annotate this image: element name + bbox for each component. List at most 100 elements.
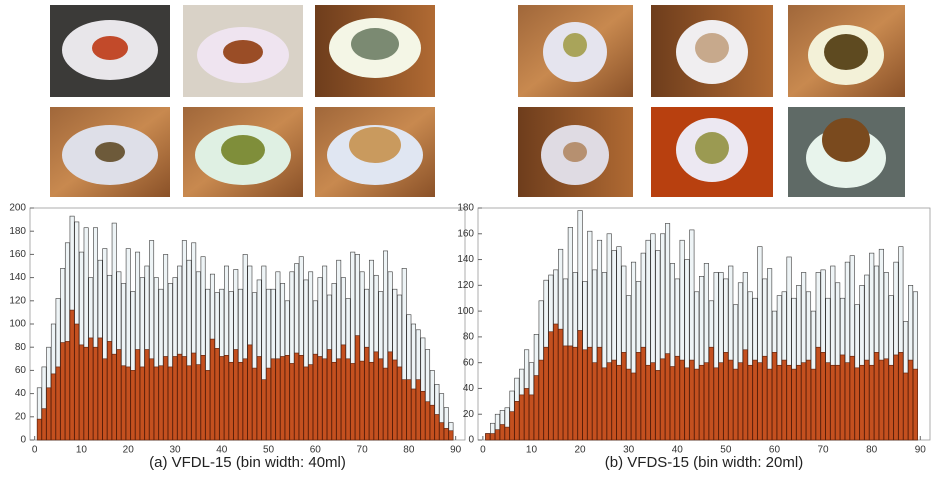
bar xyxy=(126,367,130,440)
bar xyxy=(280,356,284,440)
bar xyxy=(365,347,369,440)
bar xyxy=(332,362,336,440)
bar xyxy=(421,391,425,440)
x-tick-label: 20 xyxy=(575,445,587,456)
x-tick-label: 0 xyxy=(32,445,38,456)
bar xyxy=(563,346,567,440)
bar xyxy=(374,352,378,440)
bar xyxy=(131,370,135,440)
x-tick-label: 80 xyxy=(403,445,415,456)
bar xyxy=(243,359,247,440)
y-tick-label: 200 xyxy=(9,203,26,214)
bar xyxy=(651,363,655,440)
bar xyxy=(626,369,630,440)
bar xyxy=(680,360,684,440)
bar xyxy=(554,324,558,440)
bar xyxy=(425,402,429,440)
bar xyxy=(93,347,97,440)
bar xyxy=(187,366,191,440)
photo-grid xyxy=(50,5,905,197)
bar xyxy=(782,360,786,440)
bar xyxy=(70,310,74,440)
x-tick-label: 80 xyxy=(866,445,878,456)
bar xyxy=(845,363,849,440)
bar xyxy=(811,369,815,440)
bar xyxy=(103,359,107,440)
y-tick-label: 0 xyxy=(468,435,474,446)
bar xyxy=(210,339,214,440)
bar xyxy=(285,355,289,440)
bar xyxy=(145,350,149,440)
y-tick-label: 180 xyxy=(9,226,26,237)
bar xyxy=(379,359,383,440)
bar xyxy=(346,359,350,440)
bar xyxy=(636,352,640,440)
bar xyxy=(869,365,873,440)
bar xyxy=(495,430,499,440)
bar xyxy=(801,363,805,440)
bar xyxy=(505,427,509,440)
x-tick-label: 70 xyxy=(357,445,369,456)
bar xyxy=(874,352,878,440)
bar xyxy=(913,369,917,440)
bar xyxy=(607,363,611,440)
bar xyxy=(47,388,51,440)
bar xyxy=(573,347,577,440)
bar xyxy=(617,365,621,440)
bar xyxy=(75,324,79,440)
bar xyxy=(178,354,182,440)
bar xyxy=(690,360,694,440)
bar xyxy=(709,347,713,440)
x-tick-label: 90 xyxy=(450,445,462,456)
bar xyxy=(641,347,645,440)
bar xyxy=(549,332,553,440)
bar xyxy=(738,363,742,440)
bar xyxy=(889,365,893,440)
bar xyxy=(485,434,489,440)
bar xyxy=(758,363,762,440)
bar xyxy=(578,330,582,440)
x-tick-label: 70 xyxy=(818,445,830,456)
y-tick-label: 60 xyxy=(15,365,27,376)
bar xyxy=(865,360,869,440)
bar xyxy=(884,359,888,440)
bar xyxy=(903,373,907,440)
bar xyxy=(444,428,448,440)
bar xyxy=(248,345,252,440)
food xyxy=(95,142,125,162)
bar xyxy=(271,359,275,440)
bar xyxy=(112,354,116,440)
bar xyxy=(704,363,708,440)
y-tick-label: 120 xyxy=(457,280,474,291)
bar xyxy=(656,370,660,440)
bar xyxy=(831,365,835,440)
bar xyxy=(89,338,93,440)
bar xyxy=(308,365,312,440)
bar xyxy=(182,356,186,440)
bar xyxy=(860,365,864,440)
bar xyxy=(733,369,737,440)
food xyxy=(563,33,587,57)
bar xyxy=(855,368,859,440)
bar xyxy=(850,356,854,440)
bar xyxy=(266,368,270,440)
bar xyxy=(252,368,256,440)
bar xyxy=(675,356,679,440)
bar xyxy=(724,352,728,440)
bar xyxy=(154,367,158,440)
bar xyxy=(393,360,397,440)
y-tick-label: 140 xyxy=(9,272,26,283)
food xyxy=(223,40,263,64)
food xyxy=(695,33,729,63)
bar xyxy=(369,362,373,440)
bar xyxy=(257,356,261,440)
bar xyxy=(699,365,703,440)
bar xyxy=(767,369,771,440)
figure: 0204060801001201401601802000102030405060… xyxy=(0,0,935,477)
bar xyxy=(821,352,825,440)
bar xyxy=(121,366,125,440)
bar xyxy=(215,348,219,440)
bar xyxy=(201,355,205,440)
bar xyxy=(234,350,238,440)
bar xyxy=(51,374,55,440)
